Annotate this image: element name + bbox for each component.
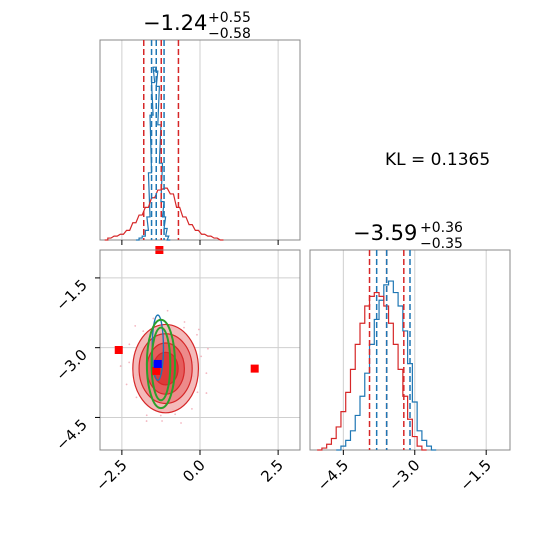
scatter-point [207, 347, 209, 350]
scatter-point [191, 407, 193, 410]
param1-title-minus: −0.58 [208, 26, 251, 42]
y-tick-label: −4.5 [52, 416, 90, 454]
scatter-point [125, 383, 128, 386]
param2-title-median: −3.59 [353, 221, 417, 245]
scatter-point [135, 396, 138, 399]
y-tick-label: −3.0 [52, 346, 90, 384]
scatter-point [161, 420, 163, 422]
x-tick-label: −3.0 [385, 456, 423, 494]
x-tick-label: −2.5 [92, 456, 130, 494]
param1-title: −1.24 +0.55 −0.58 [143, 10, 251, 42]
scatter-point [205, 372, 208, 375]
param2-title-minus: −0.35 [420, 236, 463, 252]
red-marker [152, 366, 161, 375]
scatter-point [142, 330, 145, 332]
param2-histogram-panel: −4.5 −3.0 −1.5 [309, 249, 511, 495]
x-tick-label: −4.5 [314, 456, 352, 494]
scatter-point [119, 365, 122, 367]
hist-series-0 [135, 66, 171, 241]
blue-marker [153, 359, 162, 368]
x-tick-label: 0.0 [179, 456, 209, 486]
scatter-point [159, 414, 162, 417]
x-tick-label: −1.5 [457, 456, 495, 494]
kl-annotation: KL = 0.1365 [385, 150, 490, 170]
green-contour-0 [145, 318, 176, 410]
scatter-point [145, 420, 148, 422]
param1-histogram-panel [99, 39, 301, 245]
green-contour-1 [150, 326, 172, 402]
scatter-point [128, 361, 131, 364]
hist-series-0 [336, 280, 437, 451]
param1-title-plus: +0.55 [208, 10, 251, 26]
scatter-point [197, 328, 200, 331]
param2-title-plus: +0.36 [420, 220, 463, 236]
param1-title-median: −1.24 [143, 11, 207, 35]
scatter-point [196, 391, 199, 394]
scatter-point [166, 309, 169, 312]
x-tick-label: 2.5 [257, 456, 287, 486]
scatter-point [180, 422, 182, 424]
scatter-point [183, 321, 186, 323]
scatter-point [183, 326, 185, 329]
scatter-point [200, 355, 203, 358]
hist-series-1 [317, 291, 427, 451]
scatter-point [128, 343, 131, 346]
scatter-point [196, 333, 198, 336]
scatter-point [174, 413, 177, 416]
scatter-point [205, 392, 208, 394]
hist-series-1 [104, 187, 224, 241]
y-tick-label: −1.5 [52, 276, 90, 314]
scatter-point [134, 325, 137, 327]
scatter-point [145, 414, 148, 417]
joint-contour-panel: −2.5 0.0 2.5 −1.5 −3.0 −4.5 [52, 246, 301, 495]
red-marker [114, 346, 123, 354]
red-marker [250, 364, 259, 373]
param2-title: −3.59 +0.36 −0.35 [353, 220, 463, 252]
scatter-point [152, 317, 155, 320]
